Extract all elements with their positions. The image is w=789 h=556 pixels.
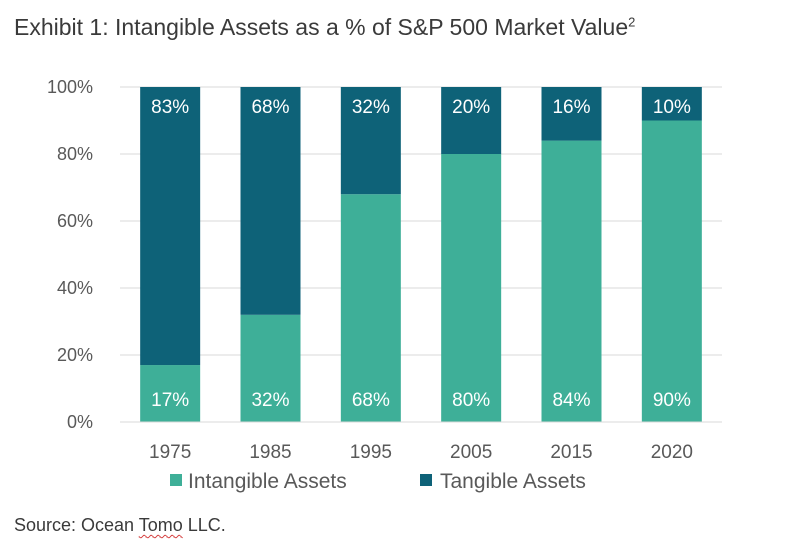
bar-intangible-assets-1975 <box>140 365 201 422</box>
source-flagged-word: Tomo <box>138 515 183 535</box>
y-tick-label-1: 20% <box>57 345 93 365</box>
data-label-tangible-assets-2015: 16% <box>552 97 590 118</box>
legend-label-intangible-assets: Intangible Assets <box>188 470 347 493</box>
bar-tangible-assets-2015 <box>541 87 602 141</box>
data-label-tangible-assets-1975: 83% <box>151 97 189 118</box>
bar-tangible-assets-1985 <box>240 87 301 315</box>
bar-intangible-assets-2005 <box>441 154 502 422</box>
legend: Intangible Assets Tangible Assets <box>170 470 586 493</box>
data-label-tangible-assets-2005: 20% <box>452 97 490 118</box>
chart-title: Exhibit 1: Intangible Assets as a % of S… <box>14 14 635 41</box>
x-axis: 1975 1985 1995 2005 2015 2020 <box>120 421 722 463</box>
source-suffix: LLC. <box>182 515 226 535</box>
bar-tangible-assets-1975 <box>140 87 201 366</box>
data-label-tangible-assets-2020: 10% <box>653 97 691 118</box>
source-note: Source: Ocean Tomo LLC. <box>14 515 226 536</box>
x-tick-label-1995: 1995 <box>350 442 392 463</box>
gridlines <box>120 86 722 423</box>
legend-label-tangible-assets: Tangible Assets <box>440 470 586 493</box>
bar-tangible-assets-2005 <box>441 87 502 154</box>
bars: 17% 83% 32% 68% 68% 32% 80% 20% 84% 16% 90% 10% <box>140 87 702 422</box>
y-tick-label-4: 80% <box>57 144 93 164</box>
data-label-intangible-assets-2005: 80% <box>452 390 490 411</box>
x-tick-label-1985: 1985 <box>249 442 291 463</box>
y-axis: 0% 20% 40% 60% 80% 100% <box>47 77 93 432</box>
x-tick-label-1975: 1975 <box>149 442 191 463</box>
x-tick-label-2005: 2005 <box>450 442 492 463</box>
bar-intangible-assets-1985 <box>240 314 301 422</box>
data-label-intangible-assets-2020: 90% <box>653 390 691 411</box>
bar-intangible-assets-2015 <box>541 140 602 422</box>
x-tick-label-2015: 2015 <box>550 442 592 463</box>
data-label-intangible-assets-2015: 84% <box>552 390 590 411</box>
footnote-marker: 2 <box>628 14 636 30</box>
bar-intangible-assets-1995 <box>340 194 401 422</box>
y-tick-label-5: 100% <box>47 77 93 97</box>
data-label-tangible-assets-1985: 68% <box>251 97 289 118</box>
bar-tangible-assets-2020 <box>641 87 702 121</box>
legend-swatch-tangible-assets <box>420 474 432 486</box>
y-tick-label-3: 60% <box>57 211 93 231</box>
data-label-intangible-assets-1995: 68% <box>352 390 390 411</box>
y-tick-label-0: 0% <box>67 412 93 432</box>
stacked-bar-chart: 0% 20% 40% 60% 80% 100% 17% 83% 32% 68% 68% 32% 80%… <box>47 77 722 493</box>
y-tick-label-2: 40% <box>57 278 93 298</box>
legend-swatch-intangible-assets <box>170 474 182 486</box>
bar-intangible-assets-2020 <box>641 120 702 422</box>
data-label-intangible-assets-1975: 17% <box>151 390 189 411</box>
data-label-tangible-assets-1995: 32% <box>352 97 390 118</box>
source-prefix: Source: Ocean <box>14 515 139 535</box>
bar-tangible-assets-1995 <box>340 87 401 195</box>
x-tick-label-2020: 2020 <box>651 442 693 463</box>
chart-title-text: Exhibit 1: Intangible Assets as a % of S… <box>14 14 629 40</box>
data-label-intangible-assets-1985: 32% <box>251 390 289 411</box>
